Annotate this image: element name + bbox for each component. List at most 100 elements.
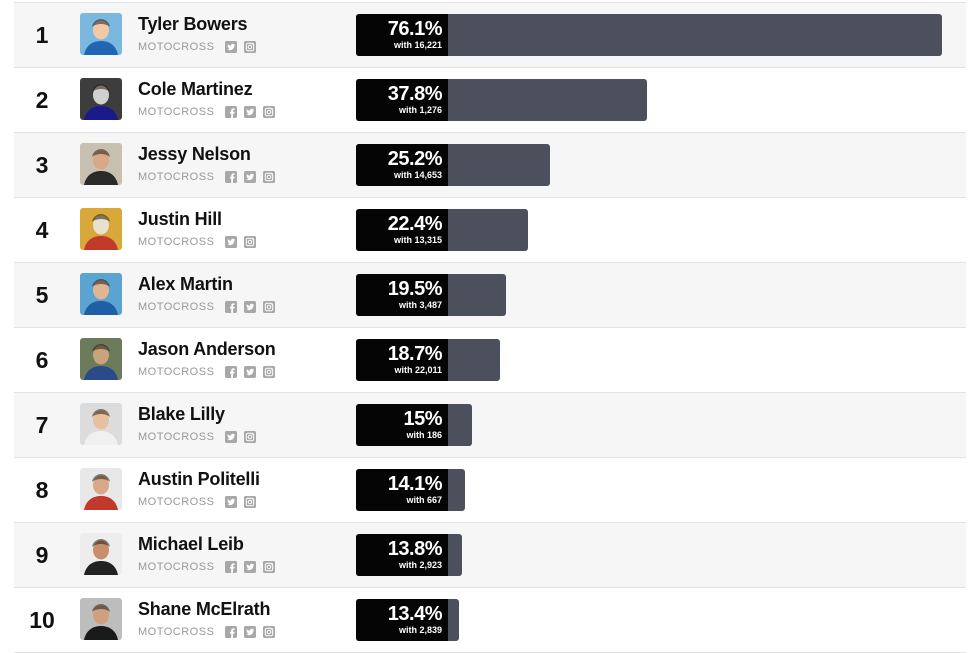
twitter-icon[interactable] [244, 171, 257, 183]
facebook-icon[interactable] [225, 626, 238, 638]
vote-share-bar: 37.8% with 1,276 [356, 79, 647, 121]
rider-name[interactable]: Michael Leib [138, 534, 244, 554]
rider-avatar[interactable] [80, 533, 122, 575]
category-label: MOTOCROSS [138, 496, 215, 508]
instagram-icon[interactable] [263, 106, 276, 118]
rider-name[interactable]: Alex Martin [138, 274, 233, 294]
rider-avatar[interactable] [80, 78, 122, 120]
vote-percent: 76.1% [387, 18, 443, 40]
rider-meta: MOTOCROSS [138, 235, 263, 249]
ranking-row[interactable]: 8 Austin Politelli MOTOCROSS 14.1% with 667 [14, 457, 966, 522]
instagram-icon[interactable] [263, 366, 276, 378]
rider-name[interactable]: Cole Martinez [138, 79, 253, 99]
rank-number: 8 [35, 477, 49, 503]
facebook-icon[interactable] [225, 171, 238, 183]
rider-name[interactable]: Jessy Nelson [138, 144, 251, 164]
instagram-icon[interactable] [244, 236, 257, 248]
ranking-row[interactable]: 2 Cole Martinez MOTOCROSS 37.8% with 1,276 [14, 67, 966, 132]
rank-number: 3 [35, 152, 49, 178]
instagram-icon[interactable] [263, 301, 276, 313]
category-label: MOTOCROSS [138, 561, 215, 573]
ranking-row[interactable]: 1 Tyler Bowers MOTOCROSS 76.1% with 16,221 [14, 2, 966, 67]
rider-meta: MOTOCROSS [138, 105, 282, 119]
rank-number: 4 [35, 217, 49, 243]
rider-name[interactable]: Blake Lilly [138, 404, 225, 424]
vote-count: with 667 [406, 495, 442, 505]
rider-avatar[interactable] [80, 13, 122, 55]
category-label: MOTOCROSS [138, 41, 215, 53]
ranking-row[interactable]: 6 Jason Anderson MOTOCROSS 18.7% with 22,011 [14, 327, 966, 392]
instagram-icon[interactable] [244, 431, 257, 443]
vote-share-label: 13.8% with 2,923 [356, 534, 448, 576]
vote-share-bar: 14.1% with 667 [356, 469, 465, 511]
rider-meta: MOTOCROSS [138, 495, 263, 509]
rider-meta: MOTOCROSS [138, 560, 282, 574]
ranking-row[interactable]: 3 Jessy Nelson MOTOCROSS 25.2% with 14,653 [14, 132, 966, 197]
vote-percent: 13.8% [387, 538, 443, 560]
instagram-icon[interactable] [244, 41, 257, 53]
vote-percent: 22.4% [387, 213, 443, 235]
ranking-row[interactable]: 9 Michael Leib MOTOCROSS 13.8% with 2,923 [14, 522, 966, 587]
instagram-icon[interactable] [263, 561, 276, 573]
facebook-icon[interactable] [225, 106, 238, 118]
rider-avatar[interactable] [80, 403, 122, 445]
instagram-icon[interactable] [263, 626, 276, 638]
vote-count: with 1,276 [398, 105, 442, 115]
category-label: MOTOCROSS [138, 626, 215, 638]
category-label: MOTOCROSS [138, 431, 215, 443]
vote-share-label: 25.2% with 14,653 [356, 144, 448, 186]
rider-avatar[interactable] [80, 143, 122, 185]
facebook-icon[interactable] [225, 301, 238, 313]
facebook-icon[interactable] [225, 561, 238, 573]
rank-number: 2 [35, 87, 49, 113]
vote-share-label: 15% with 186 [356, 404, 448, 446]
rank-number: 10 [29, 607, 55, 633]
vote-share-label: 14.1% with 667 [356, 469, 448, 511]
vote-share-bar: 18.7% with 22,011 [356, 339, 500, 381]
rider-avatar[interactable] [80, 598, 122, 640]
rider-meta: MOTOCROSS [138, 365, 282, 379]
vote-percent: 14.1% [387, 473, 443, 495]
rider-name[interactable]: Shane McElrath [138, 599, 271, 619]
twitter-icon[interactable] [225, 431, 238, 443]
rider-avatar[interactable] [80, 208, 122, 250]
vote-share-bar: 13.4% with 2,839 [356, 599, 459, 641]
vote-count: with 14,653 [393, 170, 442, 180]
rider-avatar[interactable] [80, 468, 122, 510]
vote-count: with 2,923 [398, 560, 442, 570]
twitter-icon[interactable] [244, 106, 257, 118]
rider-avatar[interactable] [80, 273, 122, 315]
vote-share-bar: 22.4% with 13,315 [356, 209, 528, 251]
vote-percent: 37.8% [387, 83, 443, 105]
instagram-icon[interactable] [244, 496, 257, 508]
instagram-icon[interactable] [263, 171, 276, 183]
vote-percent: 13.4% [387, 603, 443, 625]
vote-share-bar: 15% with 186 [356, 404, 472, 446]
rider-meta: MOTOCROSS [138, 300, 282, 314]
vote-share-bar: 25.2% with 14,653 [356, 144, 550, 186]
rider-avatar[interactable] [80, 338, 122, 380]
twitter-icon[interactable] [244, 561, 257, 573]
ranking-row[interactable]: 10 Shane McElrath MOTOCROSS 13.4% with 2,839 [14, 587, 966, 653]
rider-name[interactable]: Jason Anderson [138, 339, 276, 359]
vote-count: with 13,315 [393, 235, 442, 245]
ranking-row[interactable]: 7 Blake Lilly MOTOCROSS 15% with 186 [14, 392, 966, 457]
twitter-icon[interactable] [244, 366, 257, 378]
twitter-icon[interactable] [225, 496, 238, 508]
twitter-icon[interactable] [244, 626, 257, 638]
twitter-icon[interactable] [225, 236, 238, 248]
twitter-icon[interactable] [225, 41, 238, 53]
ranking-row[interactable]: 5 Alex Martin MOTOCROSS 19.5% with 3,487 [14, 262, 966, 327]
ranking-row[interactable]: 4 Justin Hill MOTOCROSS 22.4% with 13,315 [14, 197, 966, 262]
twitter-icon[interactable] [244, 301, 257, 313]
rank-number: 9 [35, 542, 49, 568]
rider-meta: MOTOCROSS [138, 40, 263, 54]
rider-name[interactable]: Austin Politelli [138, 469, 260, 489]
rider-name[interactable]: Tyler Bowers [138, 14, 248, 34]
vote-share-bar: 13.8% with 2,923 [356, 534, 462, 576]
facebook-icon[interactable] [225, 366, 238, 378]
rider-name[interactable]: Justin Hill [138, 209, 222, 229]
vote-share-label: 37.8% with 1,276 [356, 79, 448, 121]
rank-number: 6 [35, 347, 49, 373]
category-label: MOTOCROSS [138, 106, 215, 118]
